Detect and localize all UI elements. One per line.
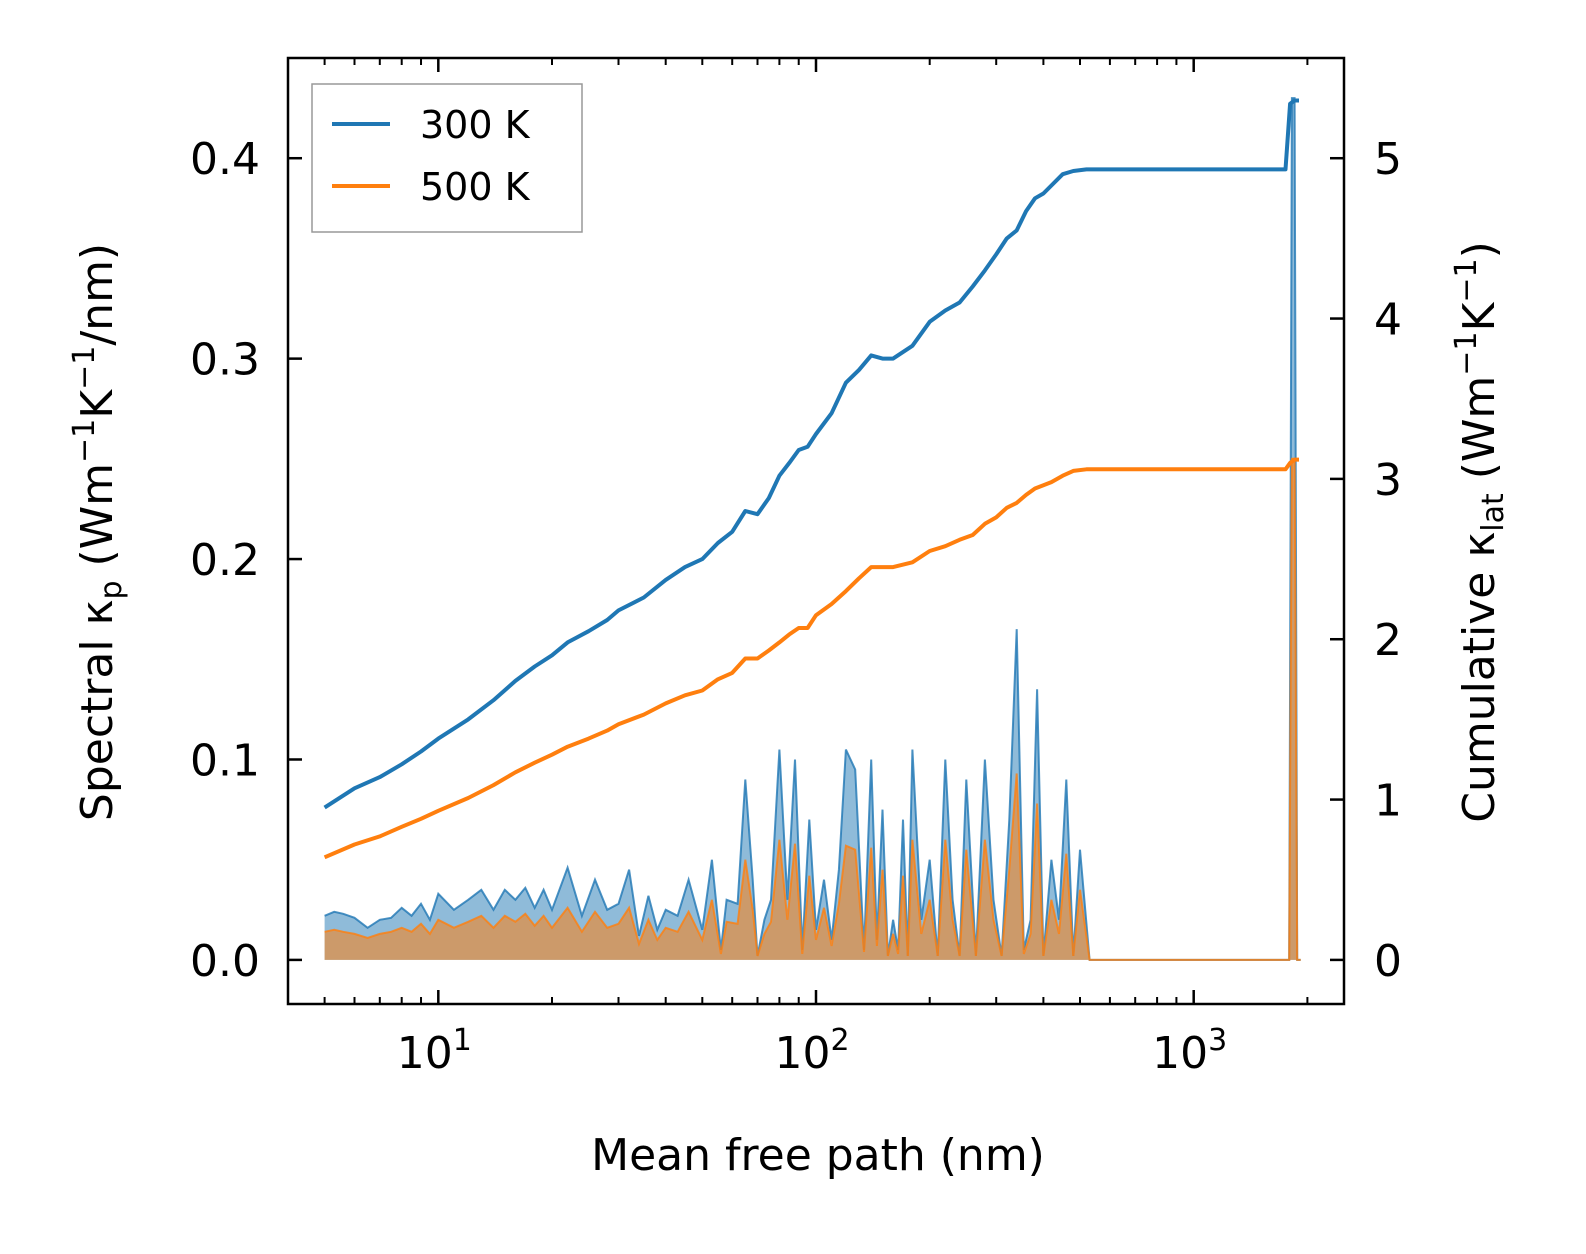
x-axis-label: Mean free path (nm) (591, 1130, 1045, 1181)
y-left-label-tail: /nm) (72, 243, 123, 346)
y-right-label-tail: ) (1454, 241, 1505, 258)
y-left-tick-label: 0.3 (190, 335, 260, 386)
cumulative-line-500k (323, 457, 1299, 860)
x-tick-label: 103 (1152, 1023, 1227, 1079)
spectral-line-500k (324, 457, 1301, 961)
spectral-line-300k (324, 97, 1301, 961)
y-left-label-prefix: Spectral κ (72, 600, 123, 822)
x-tick-label: 102 (774, 1023, 849, 1079)
y-right-tick-label: 1 (1374, 776, 1402, 827)
y-left-label-mid: (Wm (72, 463, 123, 581)
y-left-tick-label: 0.0 (190, 936, 260, 987)
y-left-tick-label: 0.2 (190, 535, 260, 586)
spectral-layer (324, 97, 1301, 961)
y-right-label-prefix: Cumulative κ (1454, 532, 1505, 823)
legend-label-300k: 300 K (420, 103, 531, 147)
y-right-label-sup1: −1 (1449, 331, 1484, 375)
y-left-tick-label: 0.1 (190, 735, 260, 786)
y-right-label-sub: lat (1476, 493, 1511, 532)
legend: 300 K 500 K (311, 83, 583, 233)
y-axis-label-right: Cumulative κlat (Wm−1K−1) (1449, 241, 1511, 823)
legend-label-500k: 500 K (420, 165, 531, 209)
y-right-label-mid: (Wm (1454, 376, 1505, 494)
y-right-tick-label: 0 (1374, 936, 1402, 987)
y-right-tick-label: 5 (1374, 134, 1402, 185)
legend-box (311, 83, 583, 233)
y-right-tick-label: 4 (1374, 295, 1402, 346)
x-tick-label: 101 (397, 1023, 472, 1079)
y-right-label-sup2: −1 (1449, 258, 1484, 302)
cumulative-layer (323, 98, 1299, 860)
y-left-label-sup2: −1 (67, 346, 102, 390)
y-right-label-k: K (1454, 301, 1505, 331)
y-right-tick-label: 3 (1374, 455, 1402, 506)
y-axis-label-left: Spectral κp (Wm−1K−1/nm) (67, 243, 129, 821)
y-left-tick-label: 0.4 (190, 134, 260, 185)
y-left-label-k: K (72, 389, 123, 419)
y-left-label-sup1: −1 (67, 419, 102, 463)
y-left-label-sub: p (94, 580, 129, 599)
y-right-tick-label: 2 (1374, 615, 1402, 666)
cumulative-line-300k (323, 98, 1299, 810)
ticks-layer: 101 102 103 0.0 0.1 0.2 0.3 0.4 0 1 2 3 4 5 (190, 58, 1402, 1079)
